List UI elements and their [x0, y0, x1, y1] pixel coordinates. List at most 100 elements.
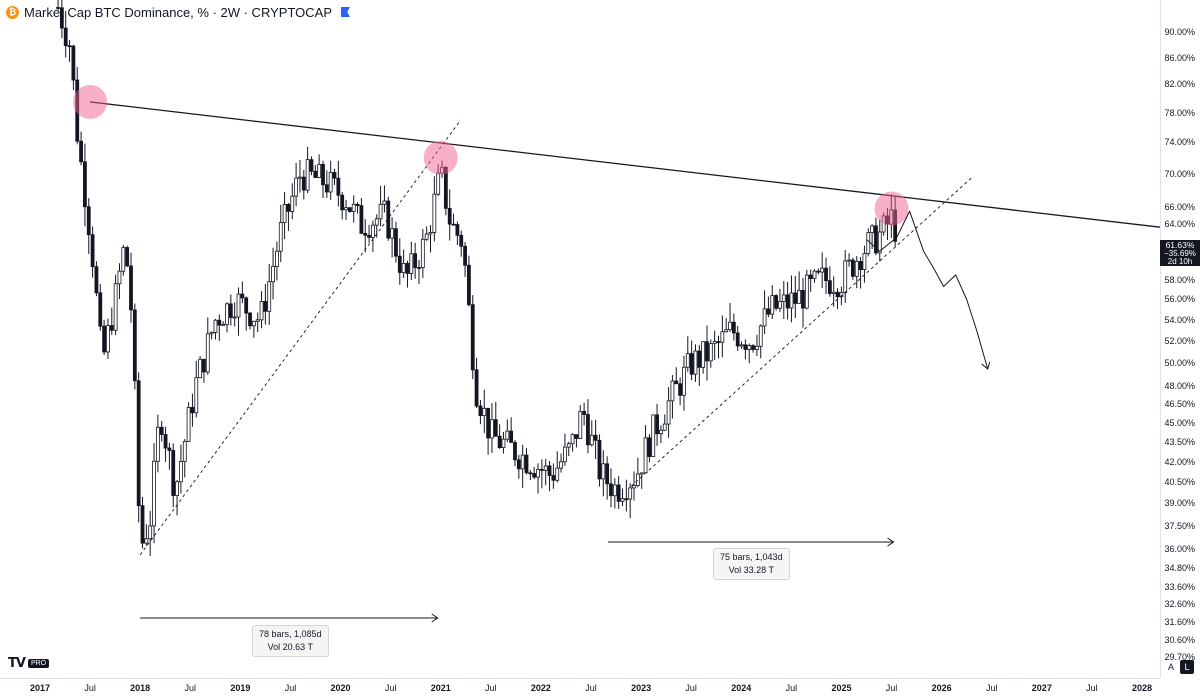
candle-body: [417, 267, 421, 269]
candle-body: [63, 27, 68, 47]
candle-body: [639, 472, 644, 475]
x-tick-label: 2022: [530, 683, 551, 693]
candle-body: [582, 411, 587, 415]
candle-body: [689, 353, 694, 375]
candle-body: [355, 203, 360, 207]
candle-body: [632, 485, 636, 489]
candle-body: [801, 289, 805, 309]
candle-body: [501, 438, 506, 448]
candle-body: [835, 291, 840, 298]
candle-body: [259, 301, 264, 321]
candle-body: [232, 316, 237, 319]
candle-body: [282, 204, 287, 223]
candle-body: [804, 274, 809, 309]
candle-body: [877, 231, 882, 254]
candle-body: [866, 232, 871, 254]
candle-body: [693, 350, 698, 375]
support-trendline: [139, 119, 462, 556]
candle-body: [847, 259, 851, 262]
candle-body: [109, 325, 114, 331]
candle-body: [102, 325, 107, 353]
flag-icon[interactable]: [341, 7, 350, 17]
candle-body: [321, 163, 325, 186]
y-tick-label: 52.00%: [1164, 336, 1195, 347]
pro-badge: PRO: [27, 658, 50, 668]
candle-body: [770, 295, 775, 315]
candle-body: [843, 260, 848, 294]
candle-body: [240, 293, 245, 299]
candle-body: [643, 437, 648, 474]
candle-body: [344, 207, 348, 211]
y-tick-label: 31.60%: [1164, 617, 1195, 628]
measure-vol-label: Vol 33.28 T: [728, 565, 774, 575]
candle-body: [493, 419, 498, 437]
x-tick-label: Jul: [685, 683, 697, 693]
y-tick-label: 86.00%: [1164, 52, 1195, 63]
tradingview-logo[interactable]: TV PRO: [8, 656, 50, 671]
candle-body: [152, 460, 156, 527]
candle-body: [313, 170, 318, 178]
log-scale-button[interactable]: L: [1180, 660, 1194, 674]
x-tick-label: 2018: [130, 683, 151, 693]
candle-body: [747, 345, 752, 350]
candle-body: [593, 434, 598, 441]
candle-body: [317, 163, 322, 178]
candle-body: [547, 465, 552, 476]
candle-body: [589, 434, 594, 446]
candle-body: [413, 253, 418, 268]
candle-body: [751, 345, 755, 350]
candle-body: [793, 292, 798, 304]
candle-body: [113, 283, 118, 331]
x-tick-label: 2021: [430, 683, 451, 693]
candle-body: [539, 469, 544, 471]
time-axis[interactable]: 2017 Jul 2018 Jul 2019 Jul 2020 Jul 2021 Jul 2022 J…: [0, 678, 1160, 697]
candle-body: [263, 301, 268, 312]
candle-body: [217, 319, 222, 326]
measure-box-1[interactable]: 78 bars, 1,085d Vol 20.63 T: [252, 625, 329, 657]
y-tick-label: 39.00%: [1164, 498, 1195, 509]
candle-body: [205, 333, 210, 373]
candle-body: [221, 323, 226, 326]
candle-body: [812, 270, 817, 279]
candle-body: [708, 343, 713, 362]
candle-body: [401, 263, 406, 273]
candle-body: [616, 484, 621, 502]
candle-body: [305, 159, 310, 191]
candle-body: [86, 206, 91, 236]
candle-body: [543, 465, 548, 471]
candle-body: [705, 341, 709, 362]
y-tick-label: 50.00%: [1164, 358, 1195, 369]
measure-box-2[interactable]: 75 bars, 1,043d Vol 33.28 T: [713, 548, 790, 580]
y-tick-label: 29.70%: [1164, 652, 1195, 662]
candle-body: [309, 159, 314, 172]
candle-body: [209, 331, 214, 335]
candle-body: [67, 45, 72, 48]
y-tick-label: 66.00%: [1164, 201, 1195, 212]
x-tick-label: 2028: [1131, 683, 1153, 693]
candle-body: [167, 447, 172, 451]
x-tick-label: 2017: [29, 683, 51, 693]
candle-body: [578, 411, 583, 439]
candle-body: [720, 331, 725, 343]
candle-body: [774, 295, 779, 309]
auto-scale-button[interactable]: A: [1167, 662, 1174, 672]
candle-body: [758, 325, 763, 347]
measure-arrow-2-head: [887, 537, 895, 547]
chart-title[interactable]: Market Cap BTC Dominance, % · 2W · CRYPT…: [24, 4, 332, 20]
candle-body: [251, 320, 256, 327]
candle-body: [486, 407, 491, 439]
price-axis[interactable]: 90.00% 86.00% 82.00% 78.00% 74.00% 70.00% 66.0…: [1160, 0, 1200, 678]
candle-body: [574, 434, 579, 439]
price-chart[interactable]: [0, 0, 1160, 678]
candle-body: [785, 294, 790, 309]
candle-body: [451, 223, 456, 226]
candle-body: [755, 345, 759, 350]
candle-body: [121, 247, 126, 272]
candle-body: [651, 414, 656, 457]
candle-body: [870, 225, 875, 234]
current-price-label: 61.63%: [1165, 240, 1195, 250]
candle-body: [397, 255, 402, 273]
candle-body: [620, 498, 625, 502]
candle-body: [98, 292, 103, 327]
candle-body: [831, 291, 836, 294]
